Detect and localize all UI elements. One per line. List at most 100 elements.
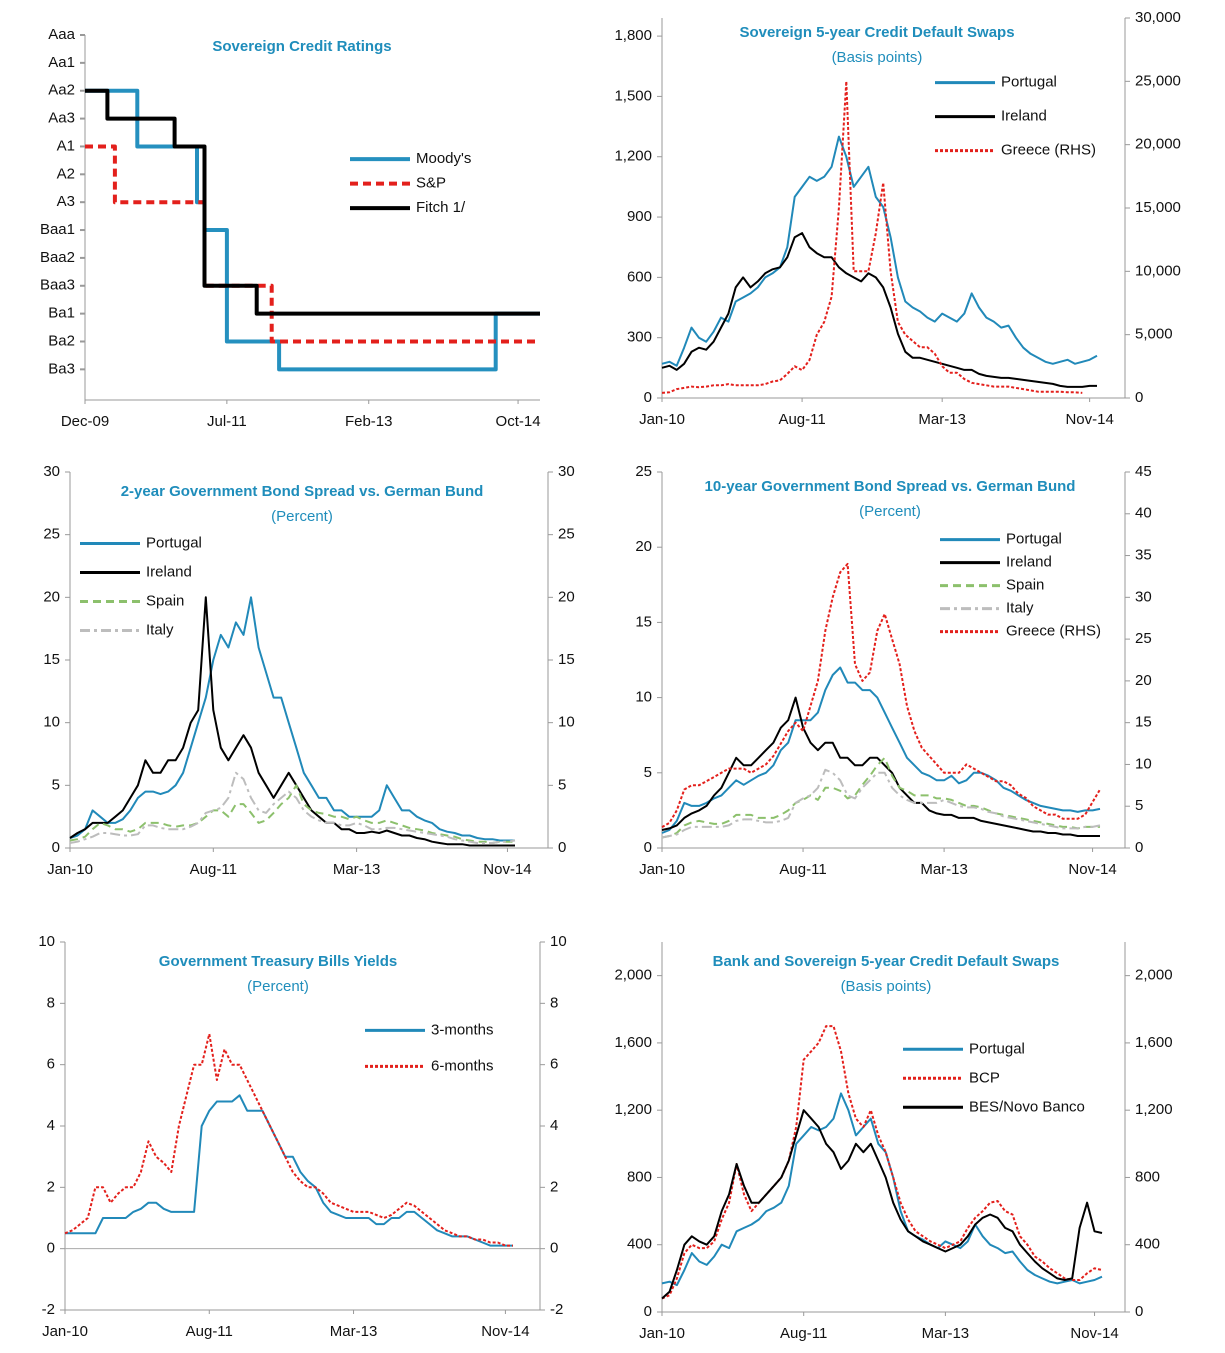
y-tick-label: Ba1 (48, 305, 75, 322)
y2-tick-label: 30 (558, 463, 575, 480)
y2-tick-label: 10 (1135, 755, 1152, 772)
series-line (661, 1092, 1103, 1287)
y-tick-label: 6 (47, 1056, 55, 1073)
series-line (85, 88, 540, 372)
series-line (661, 232, 1097, 388)
y2-tick-label: 8 (550, 994, 558, 1011)
legend-label: Fitch 1/ (416, 199, 466, 216)
x-tick-label: Jan-10 (639, 411, 685, 428)
legend-label: Spain (1006, 577, 1044, 594)
legend-label: BCP (969, 1069, 1000, 1086)
y-tick-label: 0 (644, 839, 652, 856)
y2-tick-label: 4 (550, 1117, 558, 1134)
y-tick-label: 400 (627, 1236, 652, 1253)
chart-subtitle: (Percent) (271, 508, 333, 525)
chart-subtitle: (Basis points) (832, 49, 923, 66)
legend-label: Greece (RHS) (1006, 623, 1101, 640)
series-line (661, 562, 1101, 828)
series-line (69, 771, 516, 844)
series-line (85, 88, 540, 316)
y-tick-label: 25 (635, 463, 652, 480)
chart-title: Sovereign 5-year Credit Default Swaps (739, 24, 1014, 41)
x-tick-label: Aug-11 (780, 1325, 827, 1342)
y-tick-label: 2,000 (614, 967, 652, 984)
chart-subtitle: (Percent) (859, 503, 921, 520)
y2-tick-label: 0 (1135, 389, 1143, 406)
y-tick-label: 25 (43, 526, 60, 543)
y-tick-label: 30 (43, 463, 60, 480)
legend-label: Greece (RHS) (1001, 142, 1096, 159)
x-tick-label: Mar-13 (918, 411, 966, 428)
y-tick-label: 800 (627, 1168, 652, 1185)
legend-label: Italy (146, 621, 174, 638)
series-line (661, 1025, 1103, 1300)
y2-tick-label: 15 (558, 651, 575, 668)
y-tick-label: 600 (627, 268, 652, 285)
legend-label: Moody's (416, 150, 471, 167)
y2-tick-label: 0 (1135, 1303, 1143, 1320)
x-tick-label: Nov-14 (1065, 411, 1113, 428)
x-tick-label: Nov-14 (481, 1323, 529, 1340)
y2-tick-label: 6 (550, 1056, 558, 1073)
y-tick-label: 1,600 (614, 1034, 652, 1051)
y2-tick-label: 1,200 (1135, 1101, 1173, 1118)
y2-tick-label: 10 (550, 933, 567, 950)
y-tick-label: Ba3 (48, 360, 75, 377)
y2-tick-label: 10 (558, 714, 575, 731)
y-tick-label: 20 (43, 588, 60, 605)
legend-label: Ireland (1006, 554, 1052, 571)
x-tick-label: Jan-10 (42, 1323, 88, 1340)
y2-tick-label: 2 (550, 1178, 558, 1195)
y-tick-label: Aa2 (48, 82, 75, 99)
y-tick-label: -2 (42, 1301, 55, 1318)
y2-tick-label: 20 (1135, 672, 1152, 689)
y-tick-label: 1,500 (614, 87, 652, 104)
series-line (661, 768, 1101, 839)
y2-tick-label: 2,000 (1135, 967, 1173, 984)
y2-tick-label: 20,000 (1135, 136, 1181, 153)
series-line (69, 596, 515, 847)
chart-title: Bank and Sovereign 5-year Credit Default… (713, 953, 1060, 970)
y-tick-label: 10 (635, 689, 652, 706)
chart-title: Sovereign Credit Ratings (212, 38, 391, 55)
y-tick-label: 20 (635, 538, 652, 555)
y2-tick-label: -2 (550, 1301, 563, 1318)
legend-label: 3-months (431, 1021, 494, 1038)
y-tick-label: 1,200 (614, 148, 652, 165)
x-tick-label: Jan-10 (639, 1325, 685, 1342)
legend-label: Portugal (146, 534, 202, 551)
x-tick-label: Aug-11 (190, 861, 237, 878)
x-tick-label: Mar-13 (330, 1323, 378, 1340)
y-tick-label: A3 (57, 193, 75, 210)
x-tick-label: Mar-13 (922, 1325, 970, 1342)
y2-tick-label: 40 (1135, 505, 1152, 522)
y2-tick-label: 15 (1135, 714, 1152, 731)
x-tick-label: Nov-14 (1070, 1325, 1118, 1342)
y-tick-label: 4 (47, 1117, 55, 1134)
series-line (661, 666, 1101, 834)
y-tick-label: A2 (57, 165, 75, 182)
y2-tick-label: 35 (1135, 547, 1152, 564)
y2-tick-label: 25 (558, 526, 575, 543)
y-tick-label: Aa3 (48, 110, 75, 127)
series-line (65, 1094, 513, 1247)
y-tick-label: Baa2 (40, 249, 75, 266)
y-tick-label: Aaa (48, 26, 75, 43)
y2-tick-label: 0 (558, 839, 566, 856)
y-tick-label: 1,800 (614, 27, 652, 44)
y-tick-label: 15 (43, 651, 60, 668)
x-tick-label: Dec-09 (61, 413, 109, 430)
series-line (661, 696, 1100, 837)
y-tick-label: 8 (47, 994, 55, 1011)
y-tick-label: 5 (644, 764, 652, 781)
y2-tick-label: 5 (1135, 797, 1143, 814)
series-line (64, 1033, 513, 1247)
x-tick-label: Aug-11 (779, 861, 826, 878)
series-line (69, 596, 515, 842)
y2-tick-label: 0 (550, 1240, 558, 1257)
y2-tick-label: 800 (1135, 1168, 1160, 1185)
legend-label: Portugal (1006, 531, 1062, 548)
legend-label: Italy (1006, 600, 1034, 617)
